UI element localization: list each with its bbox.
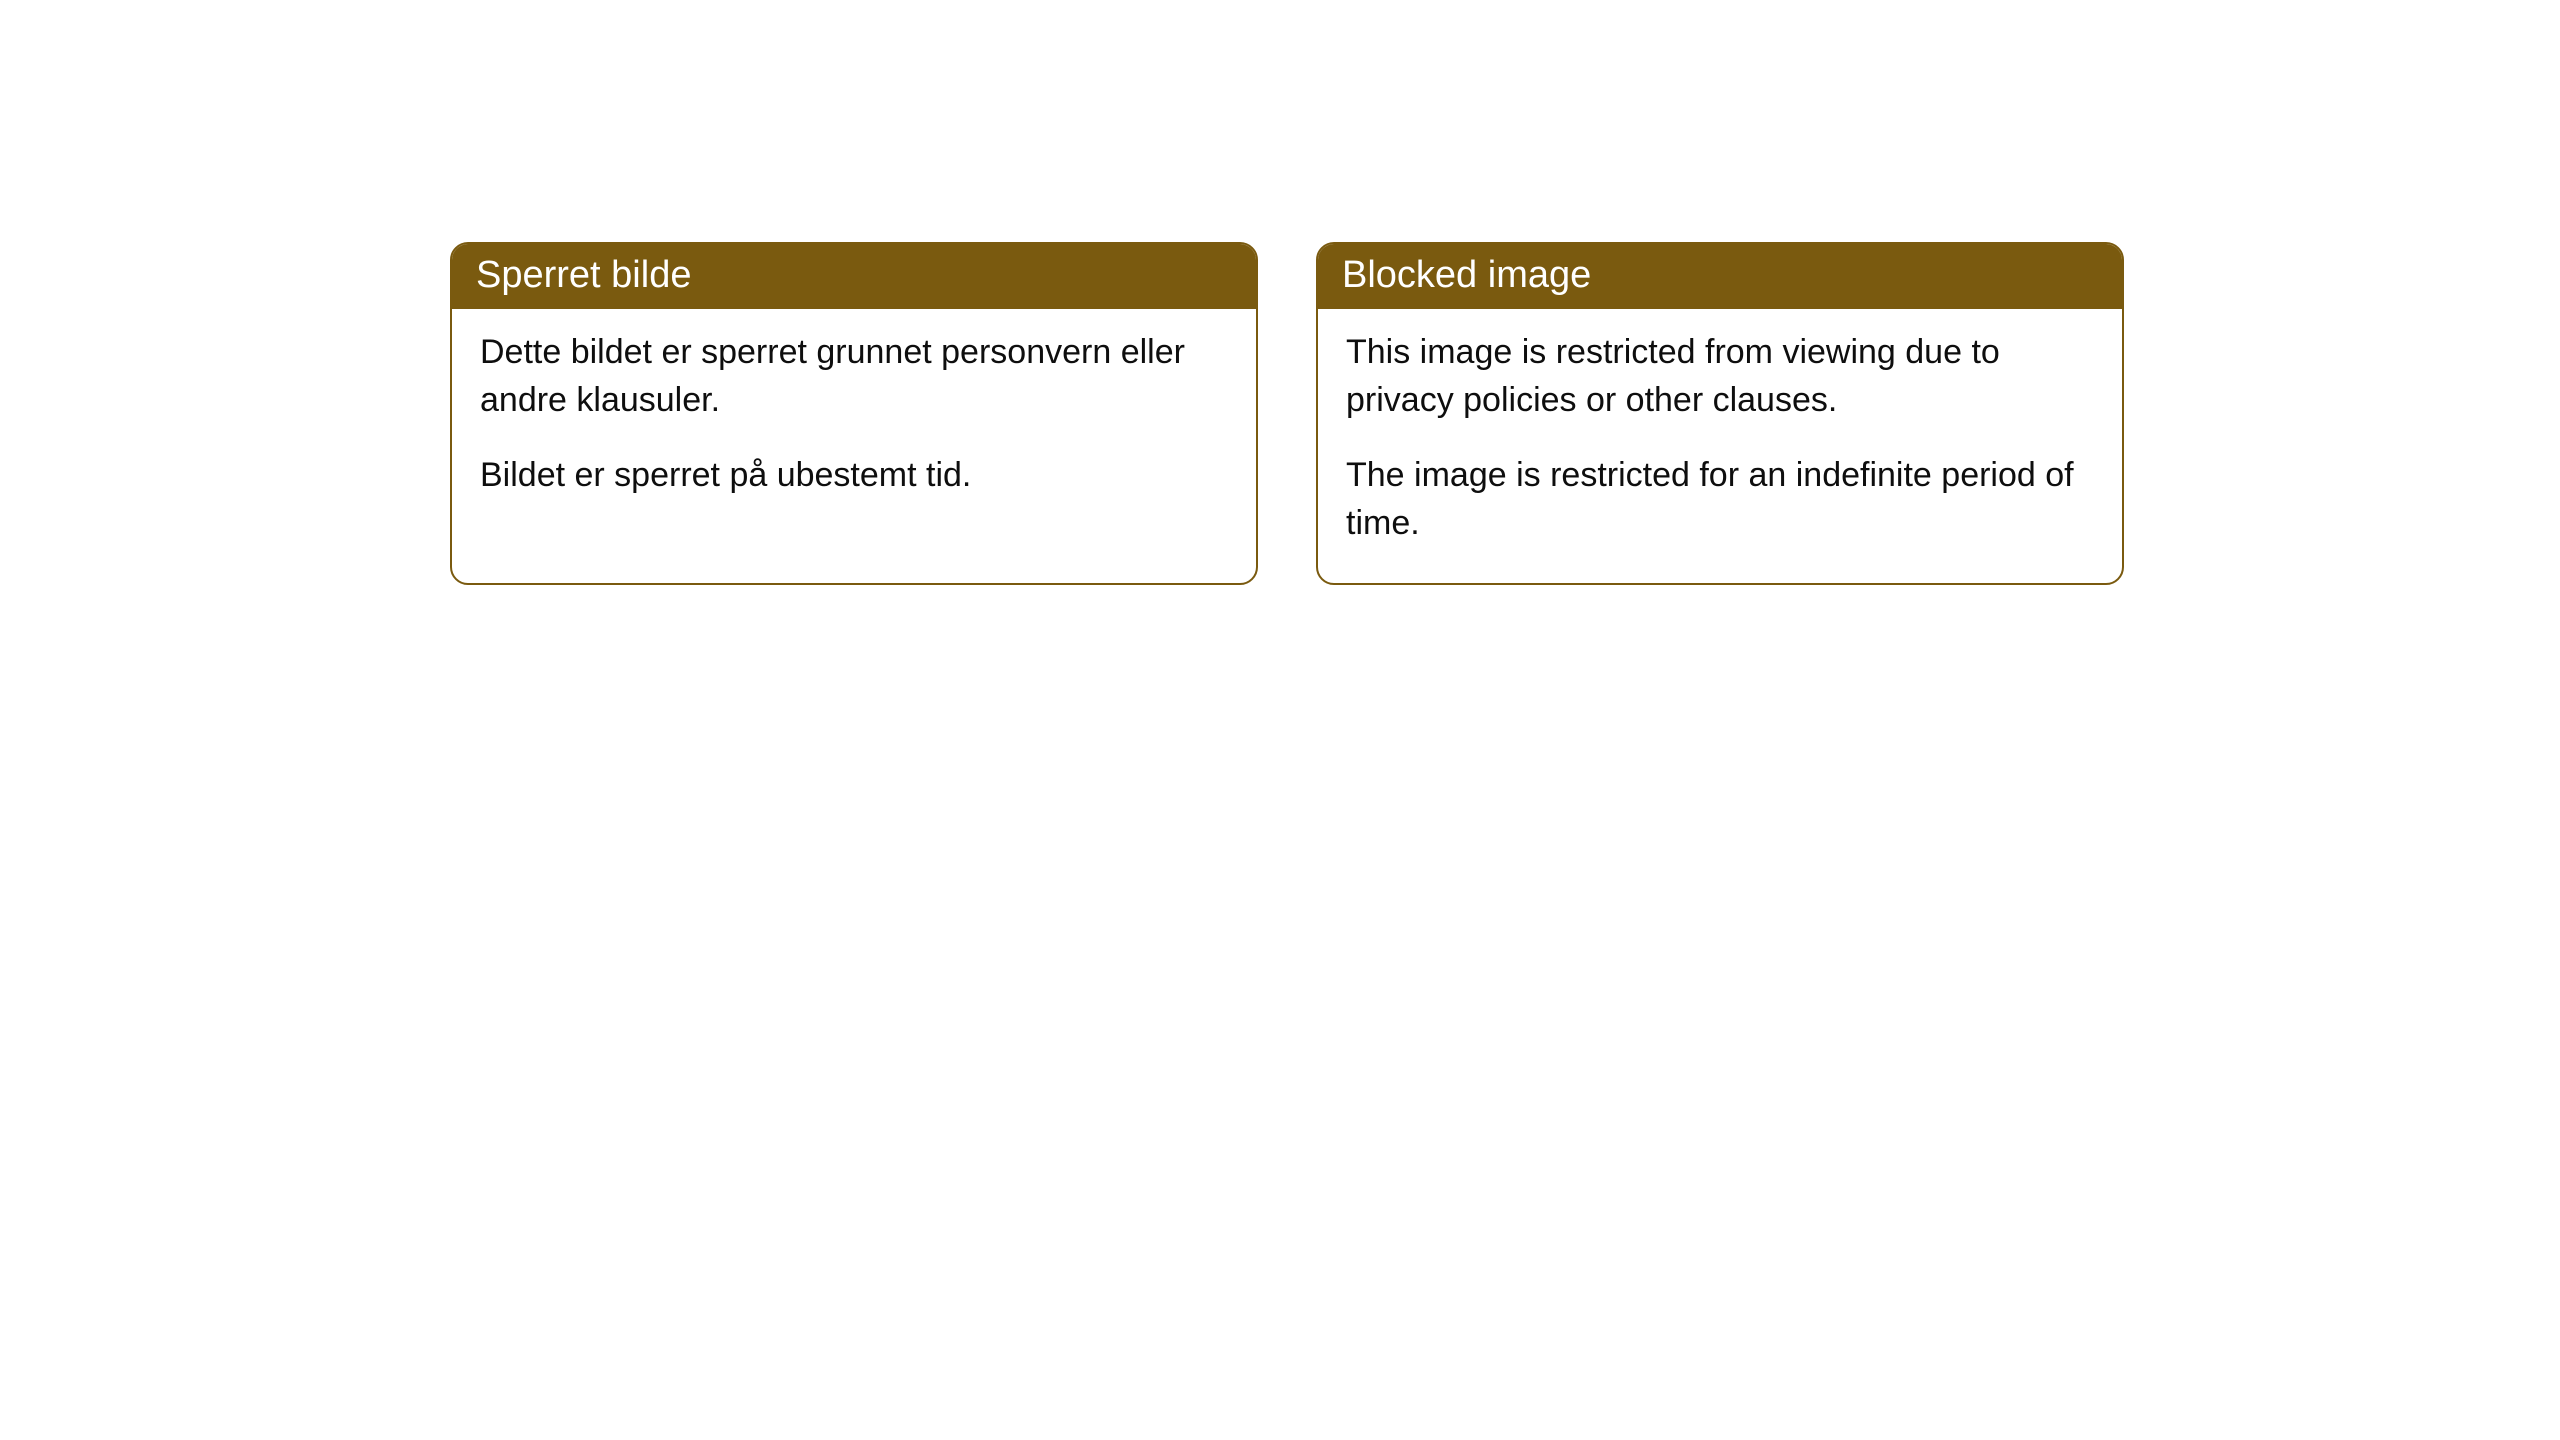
notice-paragraph-2: Bildet er sperret på ubestemt tid. [480,452,1228,500]
notice-paragraph-2: The image is restricted for an indefinit… [1346,452,2094,547]
notice-card-english: Blocked image This image is restricted f… [1316,242,2124,585]
notice-card-norwegian: Sperret bilde Dette bildet er sperret gr… [450,242,1258,585]
card-header: Blocked image [1318,244,2122,309]
card-header: Sperret bilde [452,244,1256,309]
notice-container: Sperret bilde Dette bildet er sperret gr… [0,0,2560,585]
notice-paragraph-1: This image is restricted from viewing du… [1346,329,2094,424]
card-body: Dette bildet er sperret grunnet personve… [452,309,1256,536]
card-body: This image is restricted from viewing du… [1318,309,2122,583]
notice-paragraph-1: Dette bildet er sperret grunnet personve… [480,329,1228,424]
